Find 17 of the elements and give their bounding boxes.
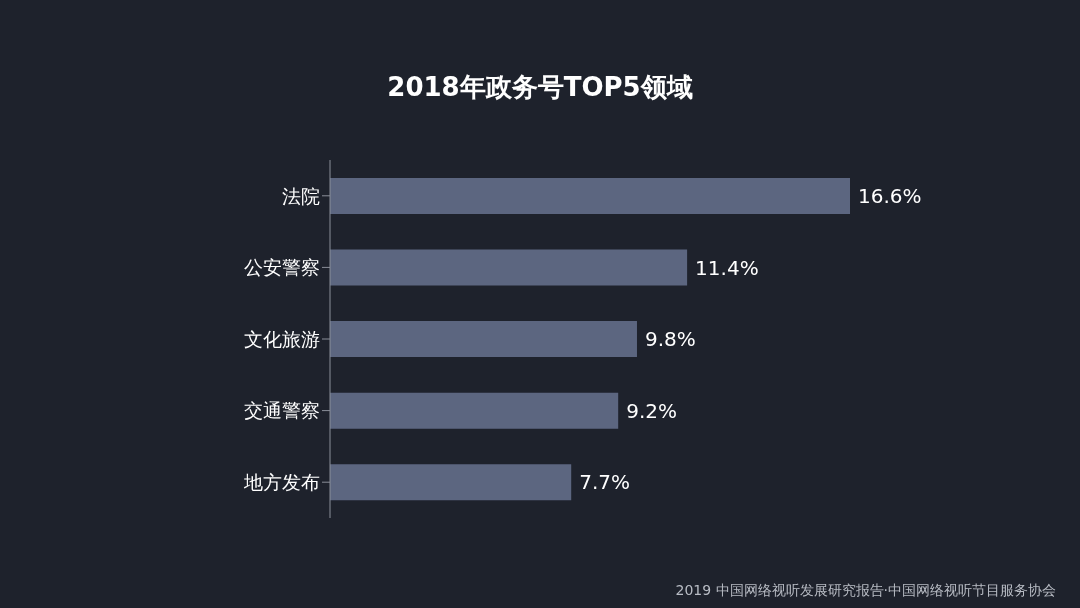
text: 2019 中国网络视听发展研究报告·中国网络视听节目服务协会 — [675, 582, 1056, 600]
bar — [330, 177, 850, 214]
y-tick-label: 法院 — [282, 184, 320, 207]
chart-title: 2018年政务号TOP5领域 — [386, 71, 694, 104]
bar — [330, 321, 637, 358]
data-label: 7.7% — [579, 470, 631, 495]
data-label: 11.4% — [695, 255, 759, 280]
y-tick-label: 文化旅游 — [244, 327, 320, 350]
bar — [330, 249, 688, 286]
y-tick-label: 公安警察 — [244, 256, 320, 279]
bar — [330, 464, 572, 501]
data-label: 9.8% — [644, 327, 696, 352]
data-label: 9.2% — [626, 398, 678, 423]
bar — [330, 392, 619, 429]
data-label: 16.6% — [858, 184, 922, 208]
y-tick-label: 地方发布 — [243, 470, 320, 493]
y-tick-label: 交通警察 — [244, 399, 320, 422]
